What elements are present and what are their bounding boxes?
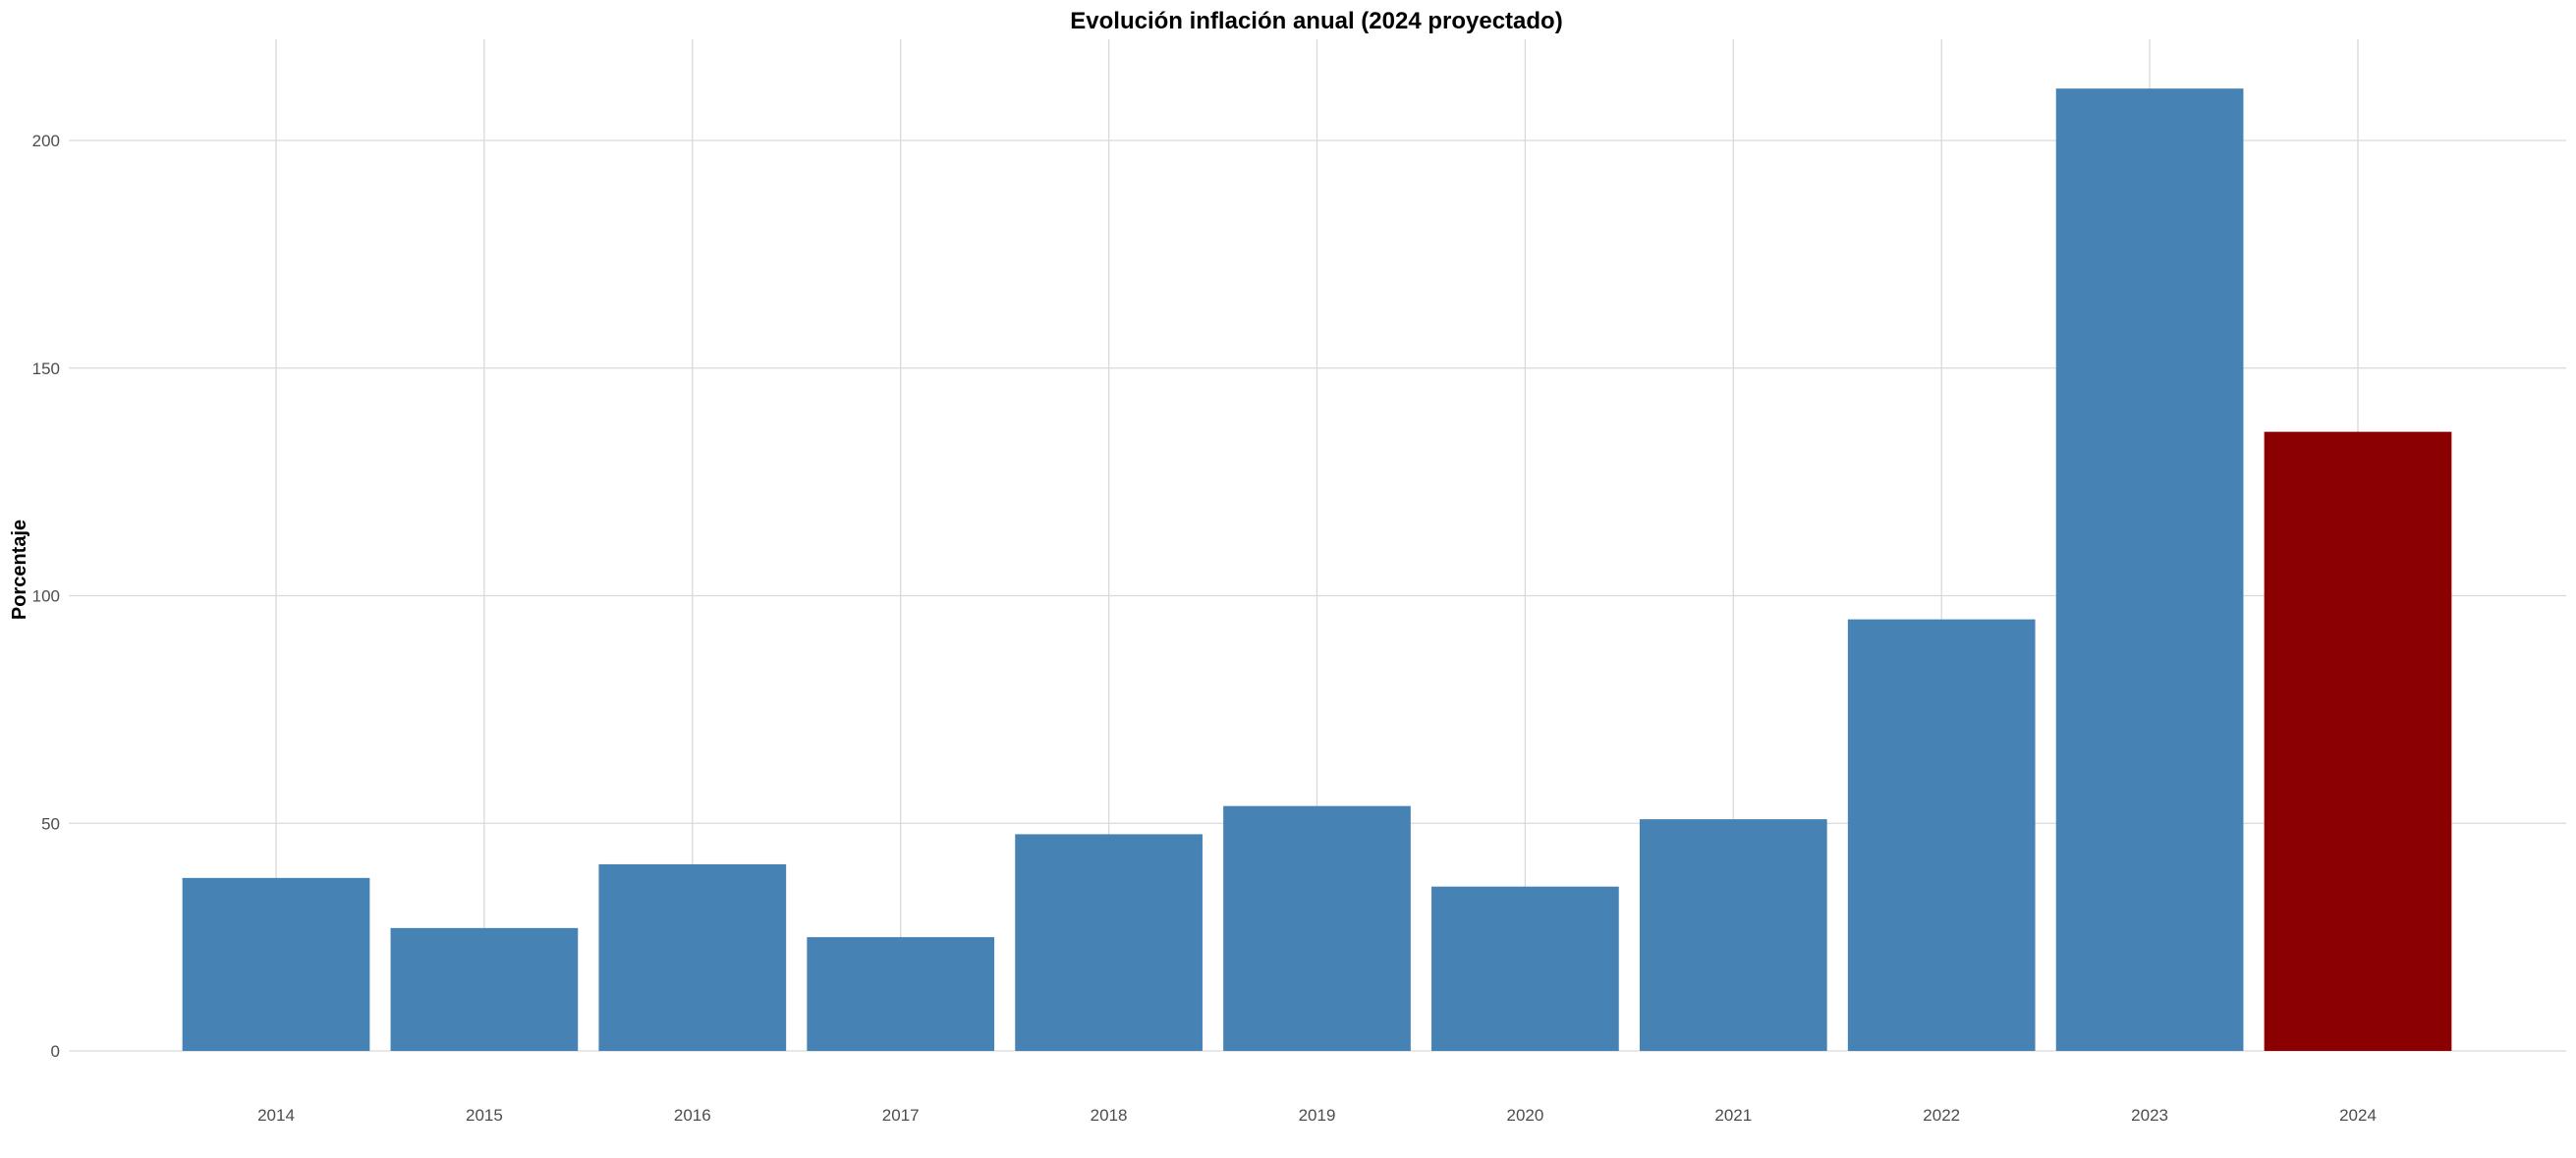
chart-title: Evolución inflación anual (2024 proyecta… (1070, 8, 1562, 34)
bar-2021 (1639, 819, 1827, 1051)
x-tick-label: 2014 (257, 1106, 295, 1125)
x-tick-label: 2023 (2131, 1106, 2168, 1125)
x-tick-label: 2015 (466, 1106, 503, 1125)
x-tick-label: 2018 (1091, 1106, 1128, 1125)
bar-2015 (390, 927, 579, 1051)
bar-2023 (2055, 88, 2244, 1051)
x-tick-label: 2020 (1506, 1106, 1543, 1125)
x-tick-label: 2022 (1923, 1106, 1960, 1125)
y-tick-label: 0 (51, 1042, 60, 1061)
bar-2018 (1015, 834, 1203, 1051)
bar-2016 (598, 863, 787, 1051)
x-tick-label: 2016 (674, 1106, 711, 1125)
bar-projected-2024 (2264, 431, 2452, 1051)
y-tick-label: 150 (32, 359, 60, 378)
bar-2014 (182, 877, 370, 1051)
y-tick-label: 100 (32, 587, 60, 606)
y-tick-label: 200 (32, 132, 60, 150)
x-tick-label: 2019 (1299, 1106, 1336, 1125)
y-axis-tick-labels: 0 50 100 150 200 (32, 132, 60, 1061)
bar-2022 (1847, 619, 2036, 1051)
x-tick-label: 2024 (2339, 1106, 2377, 1125)
x-axis-tick-labels: 2014 2015 2016 2017 2018 2019 2020 2021 2022 2023… (257, 1106, 2377, 1125)
x-tick-label: 2021 (1714, 1106, 1752, 1125)
x-tick-label: 2017 (882, 1106, 920, 1125)
y-axis-title: Porcentaje (9, 520, 30, 620)
y-tick-label: 50 (41, 814, 60, 833)
bars (182, 88, 2452, 1051)
bar-2017 (807, 937, 995, 1051)
bar-2019 (1223, 805, 1411, 1051)
bar-2020 (1431, 886, 1619, 1051)
